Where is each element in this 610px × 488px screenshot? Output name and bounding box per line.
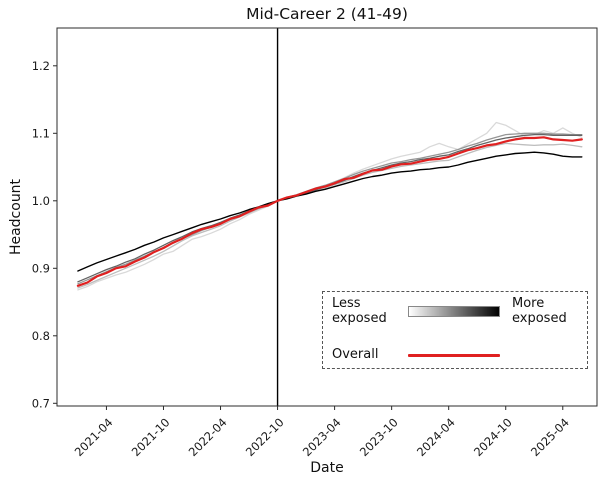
plot-border [56, 27, 598, 407]
y-axis-label: Headcount [8, 178, 24, 256]
y-tick-label: 1.0 [32, 194, 50, 208]
y-tick-label: 0.9 [32, 261, 50, 275]
legend-overall-label: Overall [332, 347, 379, 363]
x-tick-label: 2023-04 [300, 415, 344, 459]
x-axis-label: Date [310, 460, 344, 476]
exposure-gradient-swatch [408, 306, 500, 318]
legend-more-exposed-label: More exposed [512, 296, 567, 326]
x-axis: 2021-04 2021-10 2022-04 2022-10 2023-04 2023-… [72, 406, 572, 459]
legend: Less exposed More exposed Overall [322, 291, 588, 369]
x-tick-label: 2021-10 [129, 415, 173, 459]
x-tick-label: 2024-10 [471, 415, 515, 459]
x-tick-label: 2022-04 [186, 415, 230, 459]
y-axis: 0.7 0.8 0.9 1.0 1.1 1.2 [32, 59, 57, 410]
series-lines [76, 121, 583, 291]
series-line-overall [76, 136, 583, 287]
x-tick-label: 2024-04 [414, 415, 458, 459]
legend-overall-row: Overall [332, 348, 578, 363]
chart-title: Mid-Career 2 (41-49) [246, 5, 408, 23]
legend-exposure-row: Less exposed More exposed [332, 296, 578, 326]
x-tick-label: 2022-10 [243, 415, 287, 459]
y-tick-label: 1.2 [32, 59, 50, 73]
x-tick-label: 2021-04 [72, 415, 116, 459]
y-tick-label: 0.7 [32, 396, 50, 410]
x-tick-label: 2025-04 [528, 415, 572, 459]
series-line-exposure-q2 [77, 142, 583, 289]
x-tick-label: 2023-10 [357, 415, 401, 459]
y-tick-label: 0.8 [32, 329, 50, 343]
legend-less-exposed-label: Less exposed [332, 296, 387, 326]
series-line-exposure-q5-most-exposed [77, 151, 583, 272]
y-tick-label: 1.1 [32, 126, 50, 140]
overall-line-swatch [408, 354, 500, 358]
